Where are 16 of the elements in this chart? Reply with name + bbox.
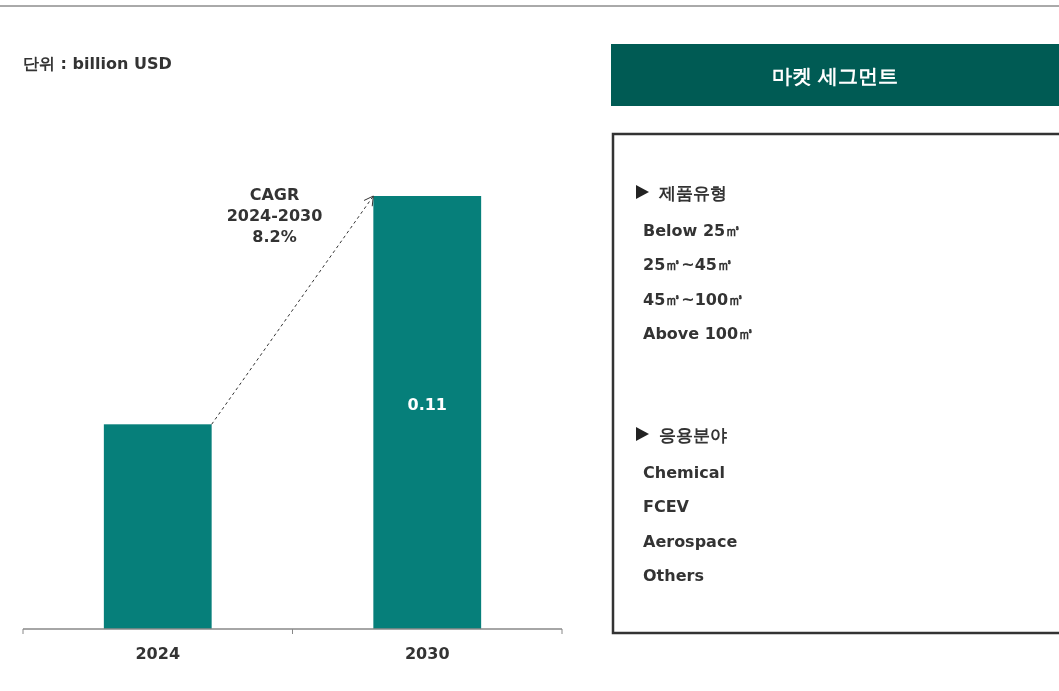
text: 응용분야: [659, 425, 727, 445]
chart-subtitle: 단위 : billion USD: [23, 54, 172, 73]
x-tick-label: 2024: [135, 644, 181, 663]
text: 제품유형: [658, 183, 727, 203]
text: Chemical: [643, 463, 725, 482]
text: 25㎥~45㎥: [643, 255, 733, 275]
text: Above 100㎥: [643, 323, 755, 343]
x-tick-label: 2030: [404, 644, 450, 663]
text: Others: [643, 565, 704, 585]
text: Below 25㎥: [643, 221, 742, 240]
text: 마켓 세그먼트: [771, 64, 899, 88]
text: 45㎥~100㎥: [643, 289, 745, 309]
text: Aerospace: [643, 531, 738, 551]
data-label: 0.11: [407, 394, 447, 414]
annotation: CAGR 2024-2030 8.2%: [226, 185, 323, 246]
text: FCEV: [643, 497, 690, 517]
